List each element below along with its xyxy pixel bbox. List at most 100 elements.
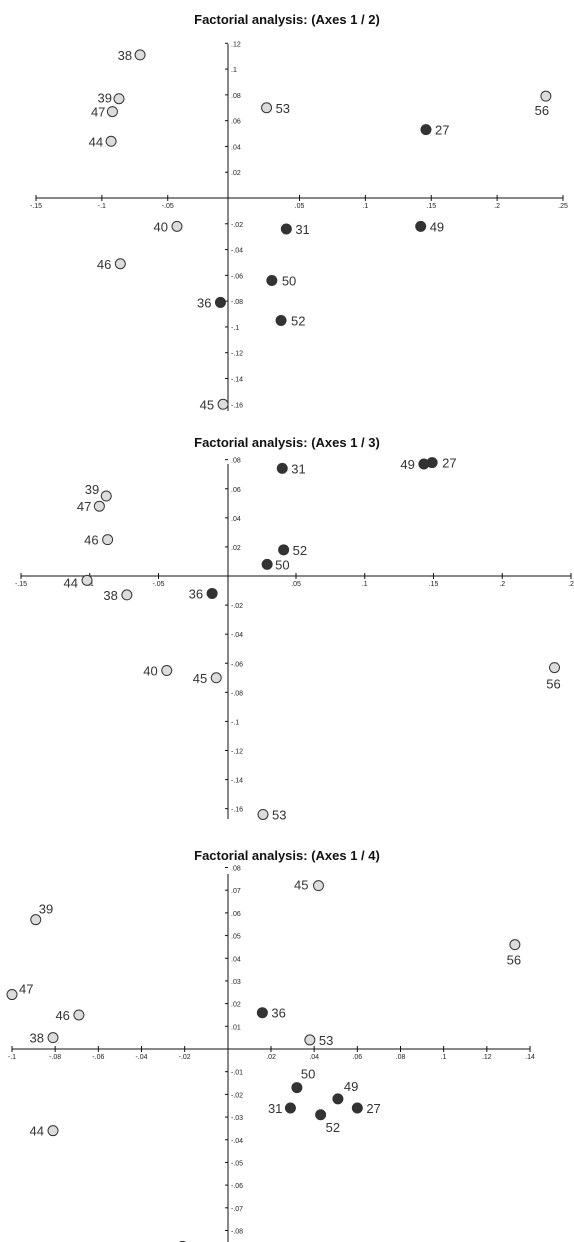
y-tick-label: -.06 [231,1183,243,1190]
x-tick-label: -.08 [49,1054,61,1061]
y-tick-label: -.08 [231,690,243,697]
y-tick-label: .04 [231,516,241,523]
data-label-44: 44 [64,575,78,590]
data-label-46: 46 [55,1008,69,1023]
data-label-45: 45 [200,397,214,412]
y-tick-label: .08 [231,93,241,100]
x-tick-label: .12 [482,1054,492,1061]
x-tick-label: .02 [266,1054,276,1061]
y-tick-label: -.04 [231,248,243,255]
data-label-47: 47 [19,982,33,997]
data-point-31 [280,223,292,235]
data-label-56: 56 [546,677,560,692]
y-tick-label: -.06 [231,273,243,280]
y-tick-label: .04 [231,956,241,963]
x-tick-label: -.15 [15,581,27,588]
data-label-36: 36 [189,586,203,601]
y-tick-label: -.05 [231,1160,243,1167]
data-label-31: 31 [268,1101,282,1116]
y-tick-label: -.16 [231,807,243,814]
x-tick-label: -.05 [162,203,174,210]
data-label-52: 52 [291,313,305,328]
data-label-53: 53 [276,101,290,116]
data-label-40: 40 [154,219,168,234]
data-point-53 [261,102,273,114]
x-tick-label: -.1 [8,1054,16,1061]
x-tick-label: .1 [362,581,368,588]
data-label-39: 39 [98,91,112,106]
y-tick-label: -.08 [231,299,243,306]
data-label-39: 39 [39,902,53,917]
x-tick-label: .2 [494,203,500,210]
data-point-31 [284,1102,296,1114]
data-label-50: 50 [282,274,296,289]
data-point-40 [171,220,183,232]
x-tick-label: .04 [309,1054,319,1061]
x-tick-label: -.05 [152,581,164,588]
x-tick-label: .05 [291,581,301,588]
data-label-44: 44 [30,1124,44,1139]
y-tick-label: .07 [231,888,241,895]
x-tick-label: -.06 [92,1054,104,1061]
data-point-45 [210,672,222,684]
data-point-45 [217,398,229,410]
data-point-27 [351,1102,363,1114]
y-tick-label: -.1 [231,719,239,726]
data-point-49 [415,220,427,232]
x-tick-label: .14 [525,1054,535,1061]
data-label-53: 53 [319,1033,333,1048]
x-tick-label: .06 [352,1054,362,1061]
data-point-56 [509,939,521,951]
y-tick-label: .06 [231,911,241,918]
data-point-44 [47,1125,59,1137]
data-label-46: 46 [97,257,111,272]
data-point-44 [81,574,93,586]
data-point-46 [114,258,126,270]
y-tick-label: -.14 [231,377,243,384]
x-tick-label: .1 [441,1054,447,1061]
data-label-27: 27 [442,456,456,471]
data-label-49: 49 [344,1079,358,1094]
x-tick-label: .15 [429,581,439,588]
data-point-39 [100,490,112,502]
data-label-56: 56 [507,953,521,968]
data-point-38 [47,1032,59,1044]
data-point-50 [261,558,273,570]
data-label-49: 49 [400,457,414,472]
data-label-56: 56 [535,103,549,118]
data-point-56 [540,90,552,102]
x-tick-label: .25 [558,203,568,210]
data-label-27: 27 [366,1101,380,1116]
data-label-38: 38 [118,48,132,63]
data-label-47: 47 [91,105,105,120]
data-label-36: 36 [271,1006,285,1021]
scatter-plot-axes-1-2: -.15 -.1 -.05 .05 .1 .15 .2 .25 .12 .1 .08 .06 .04 .0… [30,41,568,412]
data-label-50: 50 [275,557,289,572]
data-label-39: 39 [85,482,99,497]
y-tick-label: .06 [231,119,241,126]
y-tick-label: -.1 [231,325,239,332]
x-tick-label: .08 [396,1054,406,1061]
y-tick-label: .06 [231,487,241,494]
data-label-38: 38 [30,1031,44,1046]
data-label-53: 53 [272,807,286,822]
data-label-27: 27 [435,123,449,138]
data-label-52: 52 [326,1120,340,1135]
data-label-50: 50 [301,1067,315,1082]
y-tick-label: -.04 [231,1138,243,1145]
data-label-47: 47 [77,499,91,514]
y-tick-label: .08 [231,458,241,465]
data-point-27 [426,457,438,469]
data-point-49 [332,1093,344,1105]
data-point-52 [275,314,287,326]
data-label-52: 52 [293,543,307,558]
x-tick-label: -.04 [135,1054,147,1061]
data-label-45: 45 [193,671,207,686]
y-tick-label: -.06 [231,661,243,668]
chart-panel-axes-1-2: Factorial analysis: (Axes 1 / 2) -.15 -.1… [0,0,574,415]
y-tick-label: .02 [231,170,241,177]
y-tick-label: .08 [231,866,241,873]
x-tick-label: .2 [568,581,574,588]
data-label-49: 49 [430,219,444,234]
y-tick-label: -.14 [231,778,243,785]
